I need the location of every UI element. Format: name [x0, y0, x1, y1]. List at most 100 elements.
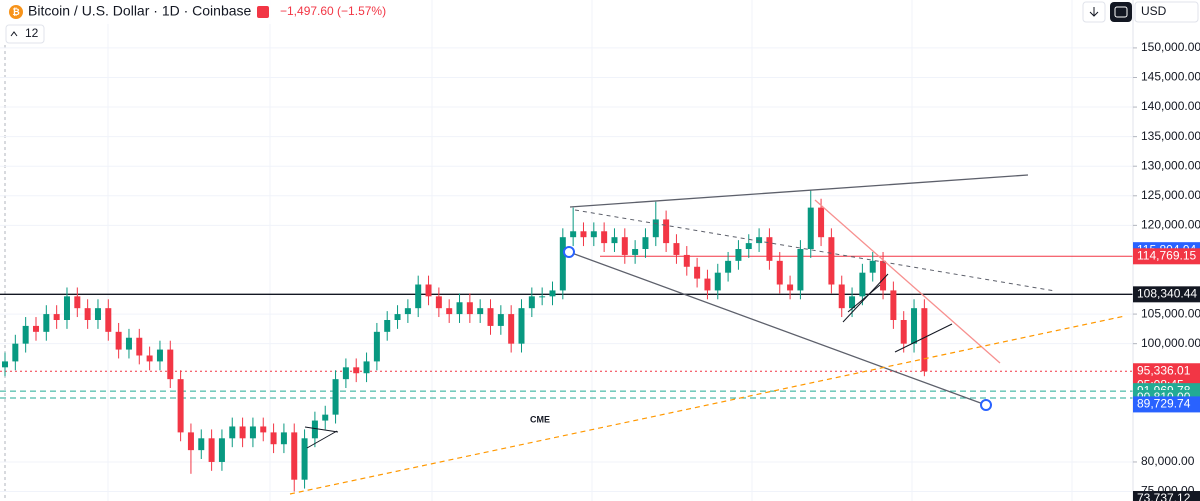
candle-body	[590, 231, 597, 238]
candle-body	[766, 237, 773, 261]
candle-body	[332, 379, 339, 415]
candle-body	[425, 284, 432, 297]
candle-body	[404, 308, 411, 315]
bitcoin-glyph: ₿	[12, 7, 19, 17]
candle-body	[859, 272, 866, 297]
candle-body	[353, 367, 360, 374]
candle-body	[435, 296, 442, 309]
candle-body	[714, 272, 721, 291]
download-icon	[1089, 7, 1099, 17]
candle-body	[818, 207, 825, 238]
candle-body	[446, 308, 453, 315]
candle-body	[373, 331, 380, 362]
candle-body	[807, 207, 814, 250]
y-tick-label: 80,000.00	[1141, 454, 1195, 468]
pattern-line	[306, 430, 338, 449]
candle-body	[601, 231, 608, 244]
candle-body	[683, 254, 690, 267]
price-tag	[1133, 491, 1200, 501]
price-change: −1,497.60 (−1.57%)	[280, 4, 386, 18]
candle-body	[745, 243, 752, 250]
y-tick-label: 130,000.00	[1141, 158, 1200, 172]
candle-body	[487, 308, 494, 326]
candle-body	[208, 438, 215, 462]
price-tag-label: 89,729.74	[1137, 397, 1191, 411]
candle-body	[12, 343, 19, 362]
candle-body	[694, 266, 701, 279]
candle-body	[291, 432, 298, 480]
candle-body	[322, 414, 329, 421]
candle-body	[880, 260, 887, 291]
price-tag-label: 114,769.15	[1137, 248, 1196, 262]
candle-body	[911, 308, 918, 344]
candle-body	[167, 349, 174, 380]
candle-body	[508, 314, 515, 344]
candle-body	[756, 237, 763, 244]
trendline	[814, 199, 1001, 364]
candle-body	[384, 320, 391, 332]
trendline	[574, 209, 1056, 292]
y-tick-label: 100,000.00	[1141, 336, 1200, 350]
candle-body	[84, 308, 91, 321]
candle-body	[849, 296, 856, 309]
candle-body	[828, 237, 835, 285]
y-tick-label: 105,000.00	[1141, 306, 1200, 320]
candle-body	[146, 355, 153, 362]
pattern-line	[847, 284, 881, 313]
candle-body	[32, 325, 39, 332]
trendline	[289, 315, 1126, 495]
drawings	[289, 174, 1126, 495]
price-tag	[1133, 286, 1200, 303]
grid	[0, 0, 1133, 501]
candle-body	[198, 438, 205, 451]
candle-body	[838, 284, 845, 309]
candle-body	[466, 302, 473, 315]
candle-body	[900, 320, 907, 344]
price-tag-label: 73,737.12	[1137, 491, 1191, 501]
candle-body	[735, 249, 742, 261]
candle-body	[311, 420, 318, 439]
y-tick-label: 125,000.00	[1141, 188, 1200, 202]
candles	[2, 189, 928, 492]
price-tag-label: 95,336.01	[1137, 363, 1191, 377]
trendline	[568, 251, 987, 406]
price-tag	[1133, 396, 1200, 413]
candle-body	[218, 438, 225, 462]
indicators-toggle[interactable]	[5, 24, 45, 44]
fullscreen-button[interactable]	[1110, 2, 1132, 22]
candle-body	[673, 243, 680, 255]
candle-body	[229, 426, 236, 439]
candle-body	[187, 432, 194, 451]
candle-body	[270, 432, 277, 445]
candle-body	[63, 296, 70, 321]
currency-button[interactable]	[1134, 1, 1199, 23]
candle-body	[652, 219, 659, 238]
candle-body	[632, 249, 639, 255]
y-tick-label: 135,000.00	[1141, 129, 1200, 143]
candle-body	[477, 308, 484, 315]
candle-body	[2, 361, 8, 368]
candle-body	[394, 314, 401, 321]
annotation: CME	[530, 414, 550, 424]
header-bg	[0, 0, 400, 24]
y-tick-label: 145,000.00	[1141, 70, 1200, 84]
candle-body	[53, 314, 60, 321]
anchor-point[interactable]	[980, 399, 992, 411]
candle-body	[549, 290, 556, 297]
candle-body	[177, 379, 184, 433]
candle-body	[869, 260, 876, 273]
candle-body	[363, 361, 370, 374]
candle-body	[787, 284, 794, 291]
candle-body	[797, 249, 804, 291]
candle-body	[239, 426, 246, 439]
candle-body	[497, 314, 504, 326]
y-tick-label: 150,000.00	[1141, 40, 1200, 54]
candle-body	[43, 314, 50, 332]
chevron	[10, 31, 18, 37]
candle-body	[136, 337, 143, 356]
anchor-point[interactable]	[563, 246, 575, 258]
flag-icon[interactable]	[257, 6, 269, 18]
candle-body	[921, 308, 928, 372]
candle-body	[528, 296, 535, 309]
